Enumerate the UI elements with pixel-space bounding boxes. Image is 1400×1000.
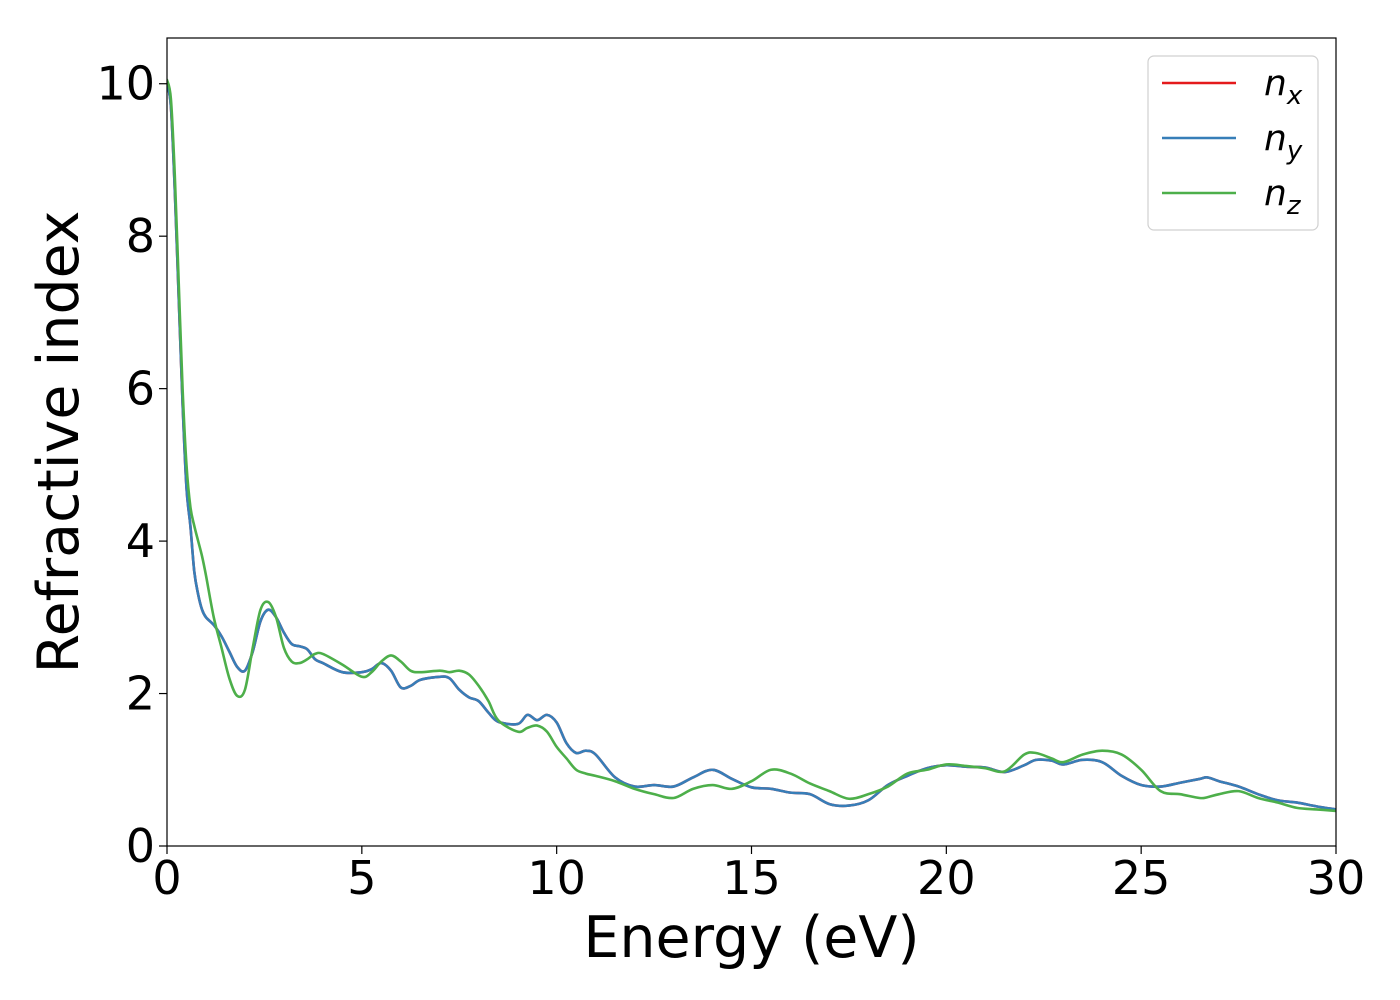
y-axis-ticks: 0 2 4 6 8 10 bbox=[96, 57, 167, 873]
legend-label-z: nz bbox=[1264, 173, 1302, 221]
legend-label-y: ny bbox=[1264, 118, 1303, 166]
series-line-y bbox=[167, 82, 1336, 811]
x-tick-label: 20 bbox=[917, 851, 976, 905]
legend: nx ny nz bbox=[1147, 55, 1319, 231]
y-tick-label: 0 bbox=[126, 819, 155, 873]
x-axis-ticks: 0 5 10 15 20 25 30 bbox=[152, 846, 1365, 905]
y-tick-label: 10 bbox=[96, 57, 155, 111]
y-axis-label: Refractive index bbox=[26, 211, 92, 674]
series-line-z bbox=[167, 78, 1336, 813]
legend-box bbox=[1147, 55, 1319, 231]
x-tick-label: 25 bbox=[1112, 851, 1171, 905]
y-tick-label: 8 bbox=[126, 209, 155, 263]
plot-area bbox=[167, 78, 1336, 813]
y-tick-label: 2 bbox=[126, 667, 155, 721]
legend-label-x: nx bbox=[1264, 63, 1303, 111]
x-tick-label: 15 bbox=[722, 851, 781, 905]
x-tick-label: 0 bbox=[152, 851, 181, 905]
x-axis-label: Energy (eV) bbox=[583, 905, 919, 971]
y-tick-label: 6 bbox=[126, 362, 155, 416]
y-tick-label: 4 bbox=[126, 514, 155, 568]
x-tick-label: 5 bbox=[347, 851, 376, 905]
x-tick-label: 30 bbox=[1307, 851, 1366, 905]
x-tick-label: 10 bbox=[527, 851, 586, 905]
